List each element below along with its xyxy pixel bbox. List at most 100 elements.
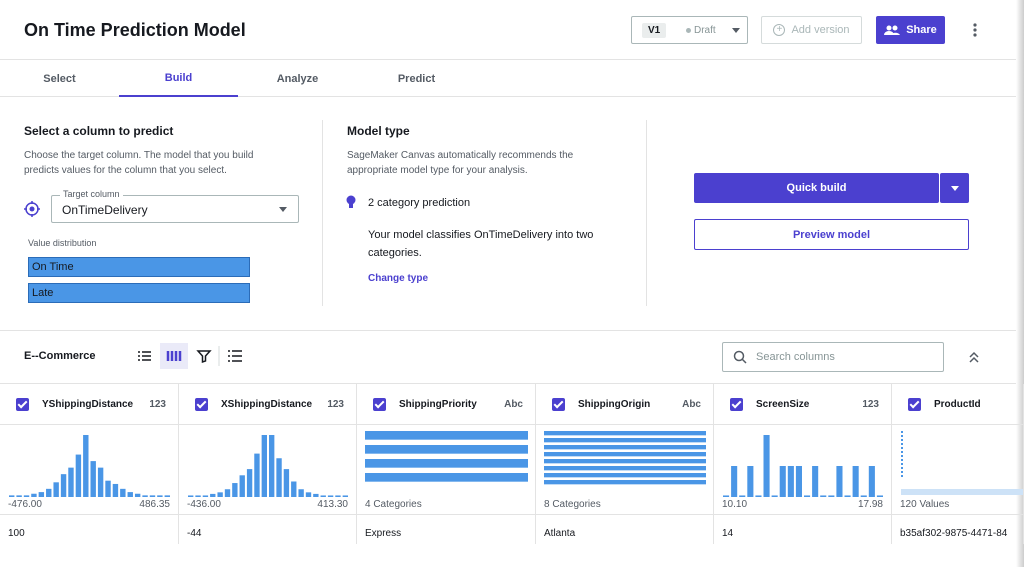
histogram-bar: [68, 467, 74, 497]
category-bar: [544, 473, 706, 478]
histogram-bar: [112, 483, 119, 497]
more-menu[interactable]: [971, 22, 979, 38]
model-type-heading: Model type: [347, 124, 410, 138]
checkbox[interactable]: [373, 398, 386, 411]
tick: [901, 475, 903, 477]
row-line: [536, 424, 713, 425]
histogram-bar: [779, 466, 786, 497]
column-type: 123: [149, 399, 166, 410]
histogram-bar: [755, 495, 762, 497]
target-description: Choose the target column. The model that…: [24, 150, 254, 176]
column-name: ShippingOrigin: [578, 399, 651, 410]
category-bar: [365, 431, 528, 440]
category-bar: [544, 438, 706, 443]
histogram: [188, 435, 348, 497]
histogram-bar: [31, 493, 37, 497]
histogram-bar: [127, 492, 133, 497]
histogram-bar: [90, 461, 96, 497]
row-line: [536, 514, 713, 515]
histogram-bar: [202, 495, 209, 497]
histogram-bar: [276, 458, 282, 497]
column-card: ScreenSize 123 10.10 17.98 14: [714, 384, 892, 544]
histogram-bar: [157, 495, 163, 497]
share-button[interactable]: Share: [876, 16, 945, 44]
tab-bar: [0, 60, 1024, 97]
build-options-button[interactable]: [940, 173, 969, 203]
histogram-bar: [46, 488, 52, 497]
histogram-bar: [291, 481, 297, 497]
sample-value: 100: [8, 528, 25, 539]
row-line: [714, 424, 891, 425]
preview-model-button[interactable]: Preview model: [694, 219, 969, 250]
distribution-bar: On Time: [28, 257, 250, 277]
target-select[interactable]: Target column OnTimeDelivery: [51, 189, 299, 223]
histogram-bar: [820, 495, 827, 497]
collapse[interactable]: [968, 350, 980, 364]
tab[interactable]: Predict: [397, 72, 436, 85]
histogram-bar: [195, 495, 201, 497]
column-card: ShippingPriority Abc 4 Categories Express: [357, 384, 536, 544]
separator: [0, 383, 1024, 384]
histogram-bar: [269, 435, 275, 497]
sample-value: b35af302-9875-4471-84: [900, 528, 1008, 539]
target-heading: Select a column to predict: [24, 124, 174, 138]
divider: [322, 120, 323, 306]
caret: [732, 28, 740, 37]
distribution-label: Value distribution: [28, 238, 97, 248]
histogram: [365, 431, 528, 482]
caret: [279, 207, 287, 216]
histogram-bar: [844, 495, 851, 497]
histogram-bar: [747, 466, 754, 497]
histogram-bar: [188, 495, 194, 497]
checkbox[interactable]: [552, 398, 565, 411]
tab[interactable]: Select: [43, 72, 76, 85]
search-box[interactable]: Search columns: [722, 342, 944, 372]
histogram-bar: [210, 493, 216, 497]
histogram-bar: [342, 495, 348, 497]
sample-value: 14: [722, 528, 734, 539]
filter[interactable]: [196, 350, 212, 364]
histogram-bar: [723, 495, 730, 497]
share-label: Share: [906, 24, 937, 36]
row-line: [0, 424, 178, 425]
add-version-button[interactable]: + Add version: [761, 16, 862, 44]
sort[interactable]: [228, 350, 242, 362]
summary-min: -436.00: [187, 499, 221, 510]
histogram-bar: [852, 466, 859, 497]
checkbox[interactable]: [908, 398, 921, 411]
category-bar: [544, 431, 706, 436]
tab[interactable]: Analyze: [276, 72, 319, 85]
histogram-bar: [239, 475, 245, 497]
prediction-type: 2 category prediction: [368, 197, 471, 209]
row-line: [179, 424, 356, 425]
change-type-link[interactable]: Change type: [368, 273, 429, 284]
bulb-icon: [346, 195, 356, 208]
search-placeholder: Search columns: [756, 351, 835, 363]
checkbox[interactable]: [195, 398, 208, 411]
histogram-bar: [164, 495, 170, 497]
quick-build-button[interactable]: Quick build: [694, 173, 939, 203]
column-view[interactable]: [160, 343, 188, 369]
divider: [646, 120, 647, 306]
column-type: 123: [327, 399, 344, 410]
summary-min: -476.00: [8, 499, 42, 510]
tab[interactable]: Build: [119, 60, 238, 97]
category-bar: [365, 473, 528, 482]
version-select[interactable]: V1 Draft: [631, 16, 748, 44]
histogram-bar: [254, 453, 260, 497]
histogram-bar: [731, 466, 738, 497]
column-type: 123: [862, 399, 879, 410]
category-bar: [365, 445, 528, 454]
category-bar: [365, 459, 528, 468]
row-line: [892, 424, 1023, 425]
histogram: [901, 431, 1023, 495]
tick: [901, 463, 903, 465]
summary-max: 413.30: [317, 499, 348, 510]
histogram-bar: [876, 495, 883, 497]
histogram-bar: [771, 495, 778, 497]
list-view[interactable]: [138, 351, 151, 361]
checkbox[interactable]: [730, 398, 743, 411]
checkbox[interactable]: [16, 398, 29, 411]
target-field-value: OnTimeDelivery: [62, 203, 148, 217]
histogram-bar: [60, 474, 67, 497]
